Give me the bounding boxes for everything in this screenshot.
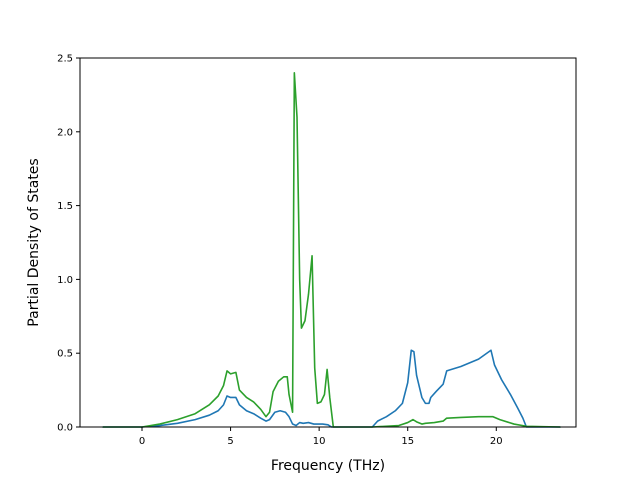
y-axis: 0.0 0.5 1.0 1.5 2.0 2.5 [57,54,80,434]
x-tick-label: 15 [401,436,414,447]
x-tick-label: 10 [313,436,326,447]
y-tick-label: 0.5 [57,349,73,360]
series-line-2 [102,71,561,428]
x-axis: 0 5 10 15 20 [139,427,503,447]
series-line-1 [102,349,561,428]
x-tick-label: 20 [490,436,503,447]
y-tick-label: 1.0 [57,275,73,286]
x-axis-title: Frequency (THz) [271,458,385,474]
plot-frame [79,57,577,428]
y-tick-label: 0.0 [57,423,73,434]
y-tick-label: 2.0 [57,127,73,138]
y-tick-label: 1.5 [57,201,73,212]
x-tick-label: 0 [139,436,145,447]
y-axis-title: Partial Density of States [26,158,42,326]
x-tick-label: 5 [227,436,233,447]
series-layer [102,71,561,428]
y-tick-label: 2.5 [57,54,73,65]
